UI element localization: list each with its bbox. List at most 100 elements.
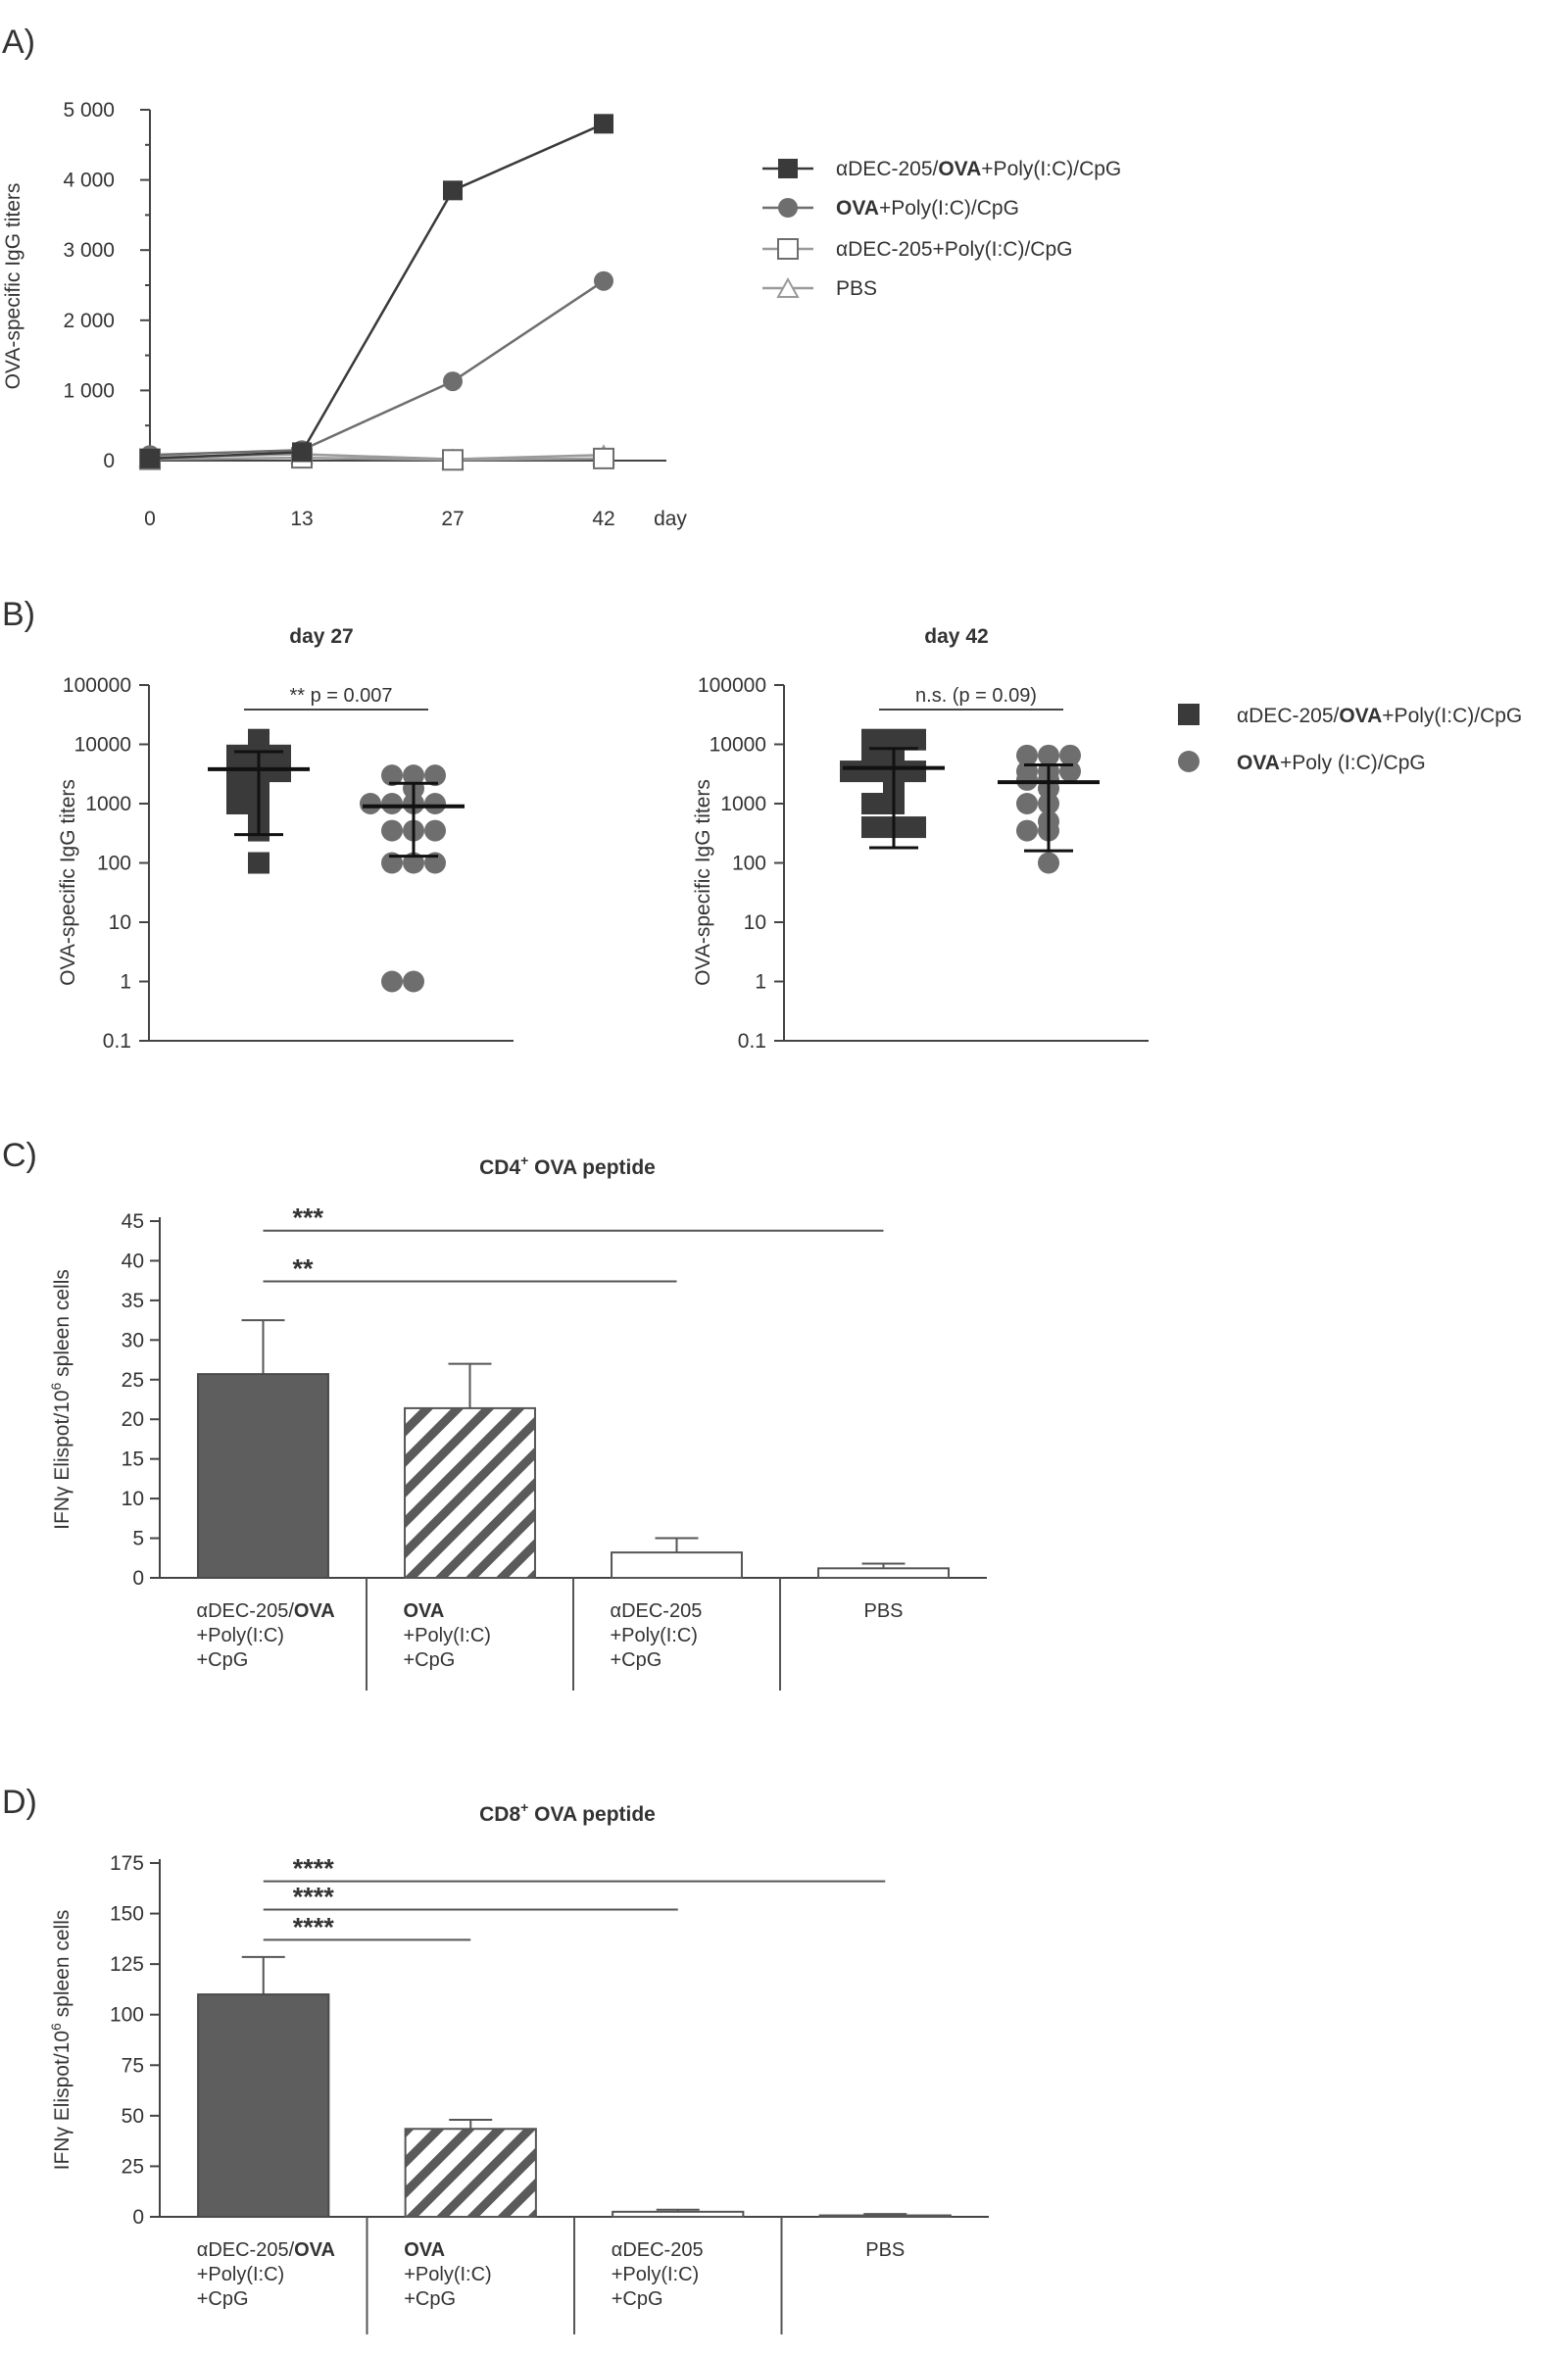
y-tick-label: 10 (744, 911, 766, 934)
ylabel-text: IFNγ Elispot/10 (51, 2031, 74, 2170)
data-point (270, 760, 291, 783)
data-point (840, 760, 861, 783)
panel-label: B) (2, 596, 35, 633)
panel-d-bar-chart: D) CD8+ OVA peptide 0 25 50 75 100 125 150 175 IFN… (2, 1784, 989, 2334)
ylabel-sup: 6 (48, 1382, 64, 1390)
y-tick-label: 1 000 (63, 379, 115, 402)
category-label: +Poly(I:C) (197, 1625, 284, 1646)
data-point (1016, 793, 1038, 814)
data-point (443, 371, 463, 392)
y-tick-label: 2 000 (63, 310, 115, 332)
data-point (1059, 744, 1081, 766)
data-point (381, 819, 403, 842)
category-text: αDEC-205 (612, 2239, 704, 2261)
legend-label: OVA+Poly(I:C)/CpG (836, 197, 1019, 220)
y-tick-label: 0 (132, 1567, 144, 1590)
title-text: OVA peptide (528, 1156, 656, 1179)
category-label: OVA (404, 1600, 445, 1622)
significance-label: ** p = 0.007 (289, 685, 392, 707)
data-point (905, 816, 926, 839)
panel-label: C) (2, 1137, 37, 1174)
data-point (443, 180, 463, 201)
y-tick-label: 1 (120, 971, 131, 994)
category-label: αDEC-205/OVA (197, 2239, 335, 2261)
significance-label: *** (293, 1203, 324, 1233)
legend-text: +Poly(I:C)/CpG (981, 158, 1121, 180)
y-tick-label: 3 000 (63, 239, 115, 262)
category-text-bold: OVA (294, 2239, 335, 2261)
data-point (424, 819, 446, 842)
category-text-bold: OVA (404, 2239, 445, 2261)
y-tick-label: 1000 (720, 793, 766, 815)
category-label: PBS (865, 2239, 905, 2261)
category-label: +Poly(I:C) (612, 2264, 699, 2285)
data-point (226, 760, 248, 783)
data-point (861, 816, 883, 839)
category-label: +CpG (404, 2288, 456, 2310)
data-point (442, 449, 464, 471)
ylabel-text: spleen cells (51, 1910, 74, 2024)
legend-label: αDEC-205+Poly(I:C)/CpG (836, 238, 1072, 261)
chart-title: CD4+ OVA peptide (479, 1153, 656, 1179)
category-label: PBS (863, 1600, 903, 1622)
category-text: αDEC-205/ (197, 2239, 295, 2261)
data-point (1038, 744, 1059, 766)
y-tick-label: 35 (122, 1290, 144, 1312)
y-axis-label: OVA-specific IgG titers (2, 183, 24, 390)
significance-label: ** (293, 1253, 315, 1283)
y-axis-label: IFNγ Elispot/106 spleen cells (48, 1910, 74, 2171)
ylabel-text: IFNγ Elispot/10 (51, 1390, 74, 1529)
legend-label: αDEC-205/OVA+Poly(I:C)/CpG (1237, 705, 1522, 727)
x-tick-label: 13 (290, 508, 313, 530)
y-tick-label: 10 (122, 1488, 144, 1510)
title-text: CD8 (479, 1803, 520, 1826)
data-point (1038, 852, 1059, 874)
data-point (861, 793, 883, 814)
x-tick-label: 0 (144, 508, 156, 530)
category-text: αDEC-205/ (197, 1600, 295, 1622)
data-point (403, 970, 424, 993)
y-tick-label: 0.1 (103, 1030, 131, 1053)
panel-label: D) (2, 1784, 37, 1821)
legend-marker (1178, 751, 1200, 772)
significance-label: n.s. (p = 0.09) (915, 685, 1037, 707)
chart-title: day 27 (289, 625, 353, 648)
data-point (381, 970, 403, 993)
data-point (381, 764, 403, 787)
data-point (1016, 819, 1038, 842)
category-label: +Poly(I:C) (404, 1625, 491, 1646)
y-tick-label: 5 000 (63, 99, 115, 122)
chart-title: day 42 (924, 625, 988, 648)
legend-text: +Poly (I:C)/CpG (1280, 752, 1426, 774)
panel-b-day42-scatter: day 42 0.1 1 10 100 1000 10000 100000 OVA-specif… (692, 625, 1149, 1053)
category-label: +Poly(I:C) (404, 2264, 491, 2285)
legend-text-bold: OVA (836, 197, 879, 220)
series-line (149, 279, 605, 457)
x-tick-label: 27 (441, 508, 464, 530)
bar (818, 2214, 952, 2218)
y-tick-label: 10000 (710, 734, 766, 757)
category-label: +CpG (611, 1649, 662, 1671)
legend-text: αDEC-205/ (836, 158, 939, 180)
data-point (140, 448, 160, 468)
legend-text: +Poly(I:C)/CpG (1382, 705, 1522, 727)
y-tick-label: 1 (755, 971, 766, 994)
bar (612, 2210, 745, 2218)
data-point (594, 114, 613, 134)
data-point (226, 793, 248, 814)
x-tick-label: 42 (592, 508, 614, 530)
y-tick-label: 0 (132, 2206, 144, 2229)
y-tick-label: 125 (110, 1953, 144, 1976)
y-tick-label: 100 (732, 853, 766, 875)
bar (611, 1551, 743, 1580)
y-tick-label: 10 (109, 911, 131, 934)
y-tick-label: 45 (122, 1210, 144, 1233)
y-tick-label: 100 (97, 853, 131, 875)
data-point (381, 793, 403, 814)
chart-title: CD8+ OVA peptide (479, 1799, 656, 1826)
y-tick-label: 25 (122, 2155, 144, 2178)
y-tick-label: 30 (122, 1329, 144, 1351)
series-line (149, 123, 605, 461)
title-sup: + (520, 1799, 528, 1815)
legend-marker (777, 238, 799, 260)
